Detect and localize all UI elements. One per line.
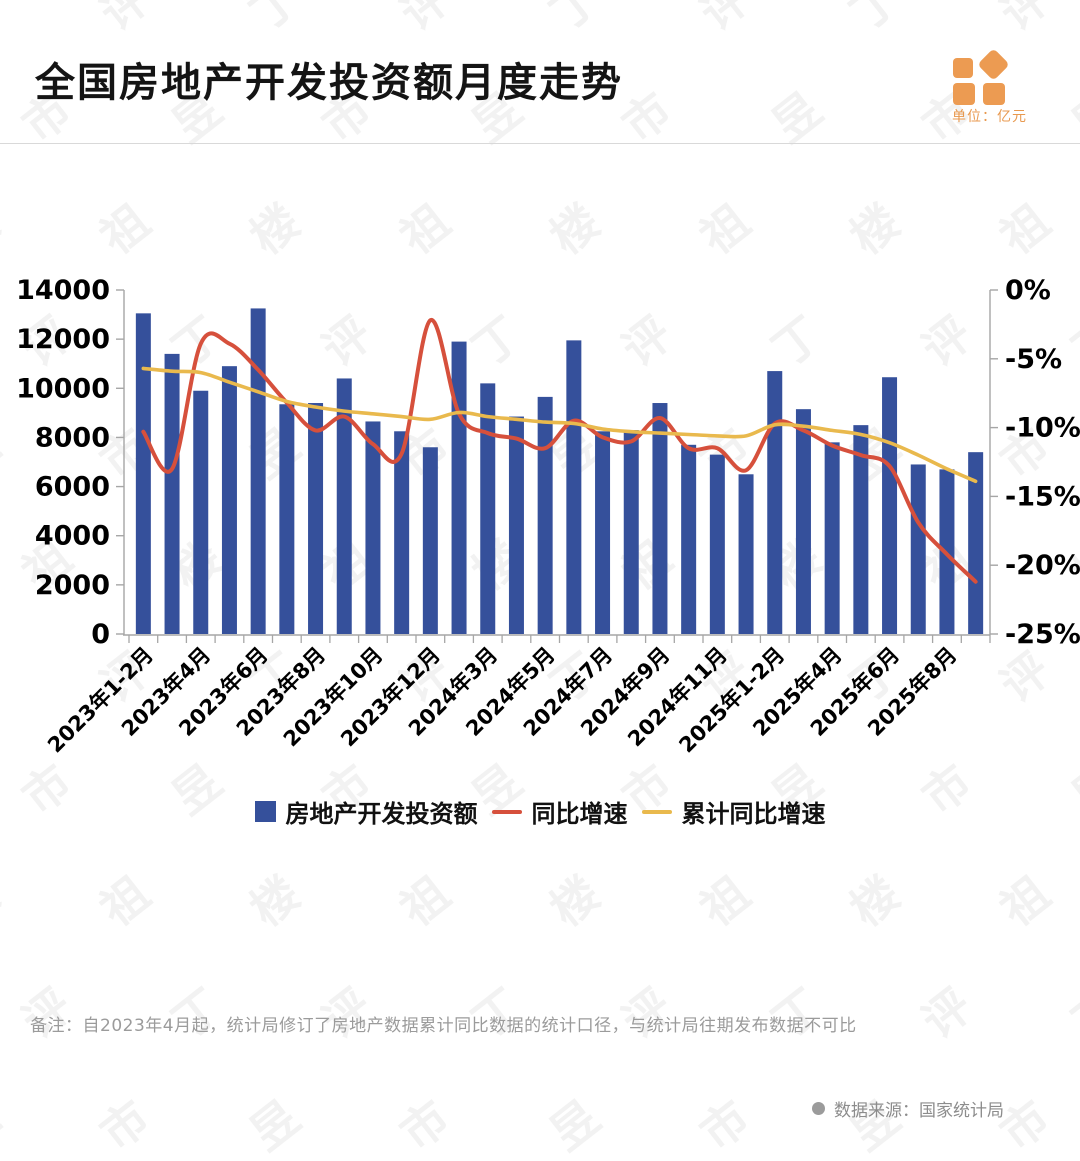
logo-diamond-icon bbox=[977, 48, 1010, 81]
chart-legend: 房地产开发投资额 同比增速 累计同比增速 bbox=[0, 794, 1080, 829]
bar-2023年11月 bbox=[394, 431, 410, 634]
legend-line-swatch-icon bbox=[491, 809, 522, 814]
bar-2024年8月 bbox=[623, 430, 639, 634]
footnote: 备注：自2023年4月起，统计局修订了房地产数据累计同比数据的统计口径，与统计局… bbox=[30, 1016, 857, 1036]
bar-2024年1-2月 bbox=[451, 341, 467, 634]
bar-2023年3月 bbox=[164, 353, 180, 634]
page-title: 全国房地产开发投资额月度走势 bbox=[35, 60, 623, 106]
logo-square-icon bbox=[953, 58, 973, 78]
bar-2024年4月 bbox=[508, 416, 524, 634]
legend-item-yoy: 同比增速 bbox=[491, 794, 628, 829]
bar-2025年9月 bbox=[968, 452, 984, 634]
bar-2024年9月 bbox=[652, 403, 668, 634]
bar-2024年5月 bbox=[537, 396, 553, 634]
legend-label: 累计同比增速 bbox=[681, 800, 826, 828]
bar-2025年7月 bbox=[910, 464, 926, 634]
bar-2024年10月 bbox=[681, 444, 697, 634]
brand-logo-icon bbox=[953, 48, 1010, 105]
bar-2023年7月 bbox=[279, 404, 295, 634]
cumulative-yoy-line bbox=[141, 366, 978, 484]
bar-2023年12月 bbox=[422, 447, 438, 634]
right-axis-label: 0% bbox=[1005, 275, 1051, 306]
header: 全国房地产开发投资额月度走势 单位：亿元 bbox=[0, 0, 1080, 144]
left-axis-label: 10000 bbox=[16, 373, 110, 404]
bar-2024年11月 bbox=[709, 454, 725, 634]
bullet-icon bbox=[812, 1102, 825, 1115]
bar-2024年12月 bbox=[738, 474, 754, 634]
logo-square-icon bbox=[983, 83, 1005, 105]
bar-2025年1-2月 bbox=[767, 371, 783, 634]
bar-2023年5月 bbox=[221, 366, 237, 634]
legend-line-swatch-icon bbox=[641, 809, 672, 814]
data-source-label: 数据来源：国家统计局 bbox=[834, 1101, 1004, 1121]
legend-item-investment: 房地产开发投资额 bbox=[254, 794, 478, 829]
right-axis-label: -10% bbox=[1005, 413, 1080, 444]
x-axis-label: 2023年12月 bbox=[336, 643, 445, 752]
bar-2024年6月 bbox=[566, 340, 582, 634]
left-axis-label: 12000 bbox=[16, 324, 110, 355]
bar-2023年10月 bbox=[365, 421, 381, 634]
right-axis-label: -15% bbox=[1005, 481, 1080, 512]
legend-item-cumulative-yoy: 累计同比增速 bbox=[641, 794, 826, 829]
bar-2025年6月 bbox=[882, 377, 898, 634]
data-source: 数据来源：国家统计局 bbox=[812, 1096, 1004, 1121]
bar-2023年4月 bbox=[193, 390, 209, 634]
x-axis-label: 2023年10月 bbox=[279, 643, 388, 752]
left-axis-label: 14000 bbox=[16, 275, 110, 306]
right-axis-label: -20% bbox=[1005, 550, 1080, 581]
x-axis-label: 2024年11月 bbox=[623, 643, 732, 752]
logo-square-icon bbox=[953, 83, 975, 105]
header-divider bbox=[0, 143, 1080, 144]
left-axis-label: 4000 bbox=[35, 521, 110, 552]
yoy-line bbox=[141, 318, 978, 584]
bar-2025年3月 bbox=[795, 409, 811, 634]
left-axis-label: 0 bbox=[91, 619, 110, 650]
left-axis-label: 8000 bbox=[35, 422, 110, 453]
bar-2025年5月 bbox=[853, 425, 869, 634]
bar-2024年7月 bbox=[595, 431, 611, 634]
right-axis-label: -5% bbox=[1005, 344, 1062, 375]
legend-bar-swatch-icon bbox=[254, 801, 276, 822]
legend-label: 同比增速 bbox=[531, 800, 628, 828]
bar-2023年8月 bbox=[308, 403, 324, 634]
bar-2025年4月 bbox=[824, 442, 840, 634]
unit-label: 单位：亿元 bbox=[952, 109, 1027, 125]
bar-2023年9月 bbox=[336, 378, 352, 634]
left-axis-label: 6000 bbox=[35, 472, 110, 503]
bar-2023年1-2月 bbox=[135, 313, 151, 634]
bar-2023年6月 bbox=[250, 308, 266, 634]
bar-2024年3月 bbox=[480, 383, 496, 634]
legend-label: 房地产开发投资额 bbox=[285, 800, 478, 828]
right-axis-label: -25% bbox=[1005, 619, 1080, 650]
left-axis-label: 2000 bbox=[35, 570, 110, 601]
